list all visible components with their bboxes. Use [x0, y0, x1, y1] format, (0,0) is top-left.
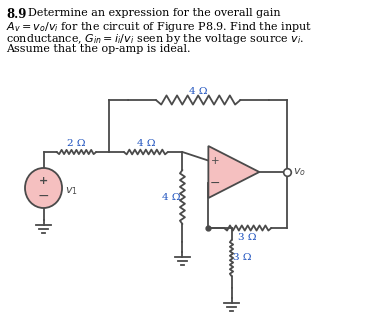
Text: 4 Ω: 4 Ω [189, 87, 207, 96]
Text: $v_o$: $v_o$ [292, 166, 306, 178]
Text: 3 Ω: 3 Ω [233, 253, 252, 262]
Text: $v_1$: $v_1$ [65, 185, 78, 197]
Text: 8.9: 8.9 [7, 8, 27, 21]
Text: +: + [211, 156, 219, 166]
Text: Determine an expression for the overall gain: Determine an expression for the overall … [28, 8, 280, 18]
Text: 2 Ω: 2 Ω [67, 138, 86, 147]
Circle shape [25, 168, 62, 208]
Text: +: + [39, 176, 48, 186]
Text: −: − [38, 189, 49, 202]
Text: 4 Ω: 4 Ω [162, 192, 181, 202]
Text: $A_v = v_o/v_i$ for the circuit of Figure P8.9. Find the input: $A_v = v_o/v_i$ for the circuit of Figur… [7, 20, 313, 34]
Polygon shape [208, 146, 259, 198]
Text: −: − [210, 177, 220, 190]
Text: 3 Ω: 3 Ω [239, 234, 257, 242]
Text: 4 Ω: 4 Ω [137, 138, 155, 147]
Text: Assume that the op-amp is ideal.: Assume that the op-amp is ideal. [7, 44, 191, 54]
Text: conductance, $G_{in} = i_i/v_i$ seen by the voltage source $v_i$.: conductance, $G_{in} = i_i/v_i$ seen by … [7, 32, 305, 46]
